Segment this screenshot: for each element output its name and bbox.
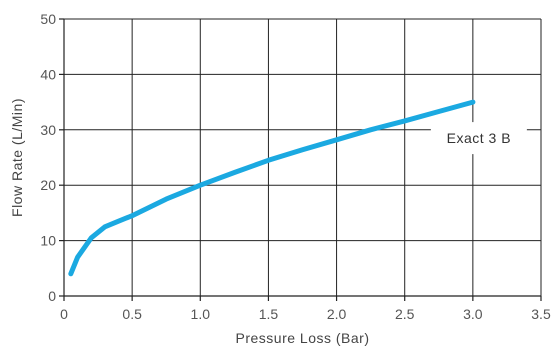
chart-series <box>68 99 476 277</box>
y-tick-label: 20 <box>40 177 56 193</box>
x-tick-label: 0.5 <box>122 306 142 322</box>
y-tick-label: 30 <box>40 122 56 138</box>
flow-curve-line <box>68 99 476 277</box>
x-tick-label: 2.0 <box>327 306 347 322</box>
x-tick-label: 2.5 <box>395 306 415 322</box>
y-tick-label: 50 <box>40 11 56 27</box>
y-tick-label: 0 <box>48 288 56 304</box>
annotation-box <box>430 122 527 155</box>
x-tick-label: 0 <box>60 306 68 322</box>
chart-annotations: Exact 3 B <box>430 122 527 155</box>
x-tick-label: 1.0 <box>191 306 211 322</box>
chart-axes <box>59 18 542 301</box>
y-tick-labels: 0 10 20 30 40 50 <box>40 11 56 304</box>
series-annotation-label: Exact 3 B <box>447 130 511 146</box>
y-tick-label: 10 <box>40 233 56 249</box>
y-tick-label: 40 <box>40 66 56 82</box>
x-tick-label: 1.5 <box>259 306 279 322</box>
y-axis-title: Flow Rate (L/Min) <box>9 98 25 217</box>
x-tick-label: 3.0 <box>463 306 483 322</box>
x-tick-label: 3.5 <box>531 306 551 322</box>
x-axis-title: Pressure Loss (Bar) <box>236 330 370 346</box>
x-tick-labels: 0 0.5 1.0 1.5 2.0 2.5 3.0 3.5 <box>60 306 551 322</box>
chart-grid <box>64 18 542 296</box>
